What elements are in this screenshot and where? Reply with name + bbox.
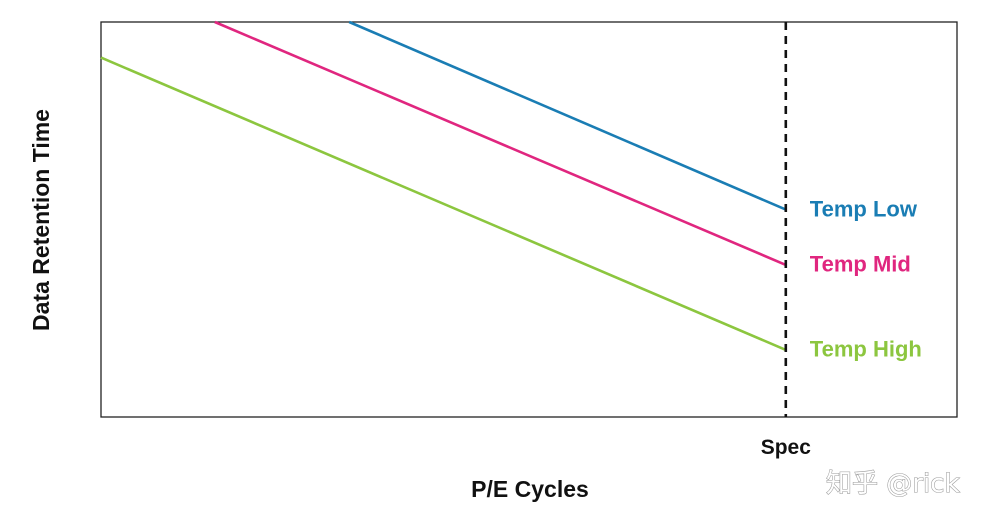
plot-frame (100, 21, 958, 418)
watermark: 知乎 @rick (826, 469, 960, 499)
y-axis-title: Data Retention Time (28, 109, 54, 331)
legend-label-temp-high: Temp High (810, 337, 922, 362)
series-line-temp-low (348, 20, 787, 211)
series-line-temp-mid (214, 20, 787, 267)
series-lines (100, 20, 787, 352)
x-axis-title: P/E Cycles (471, 476, 589, 502)
spec-label: Spec (761, 436, 812, 459)
legend-label-temp-low: Temp Low (810, 196, 918, 221)
legend-label-temp-mid: Temp Mid (810, 252, 911, 277)
legend-labels: Temp Low Temp Mid Temp High (810, 196, 922, 361)
series-line-temp-high (100, 56, 787, 352)
